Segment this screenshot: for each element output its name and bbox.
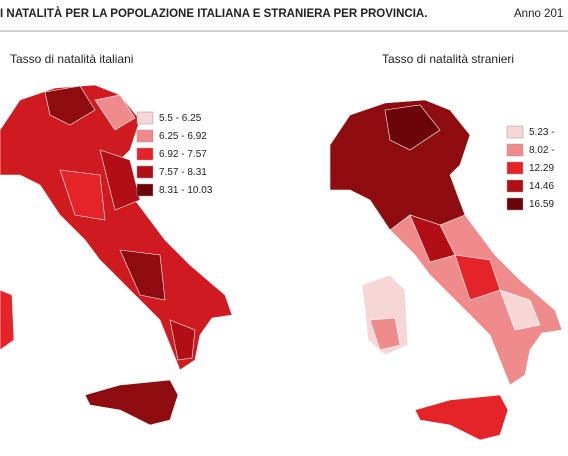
map-title: Tasso di natalità stranieri: [382, 52, 514, 66]
legend-swatch: [506, 125, 524, 139]
page-subtitle: Anno 201: [514, 8, 563, 20]
legend-swatch: [506, 143, 524, 157]
legend-swatch: [506, 179, 524, 193]
legend-label: 5.5 - 6.25: [159, 113, 202, 124]
legend-label: 6.92 - 7.57: [159, 149, 207, 160]
legend-swatch: [506, 161, 524, 175]
legend-label: 14.46: [529, 181, 554, 192]
legend-swatch: [136, 183, 154, 197]
legend-label: 7.57 - 8.31: [159, 167, 207, 178]
italy-map-right: [329, 99, 563, 441]
legends: 5.5 - 6.25 6.25 - 6.92 6.92 - 7.57 7.57 - 8…: [136, 111, 555, 211]
legend-label: 6.25 - 6.92: [159, 131, 207, 142]
legend-label: 8.02 -: [529, 145, 555, 156]
map-title: Tasso di natalità italiani: [10, 52, 133, 66]
legend-label: 5.23 -: [529, 127, 555, 138]
legend-swatch: [506, 197, 524, 211]
page-title: I NATALITÀ PER LA POPOLAZIONE ITALIANA E…: [0, 7, 427, 20]
legend-swatch: [136, 111, 154, 125]
legend-label: 8.31 - 10.03: [159, 185, 213, 196]
legend-label: 16.59: [529, 199, 554, 210]
italy-map-left: [0, 84, 233, 426]
legend-label: 12.29: [529, 163, 554, 174]
legend-swatch: [136, 129, 154, 143]
legend-swatch: [136, 165, 154, 179]
legend-swatch: [136, 147, 154, 161]
